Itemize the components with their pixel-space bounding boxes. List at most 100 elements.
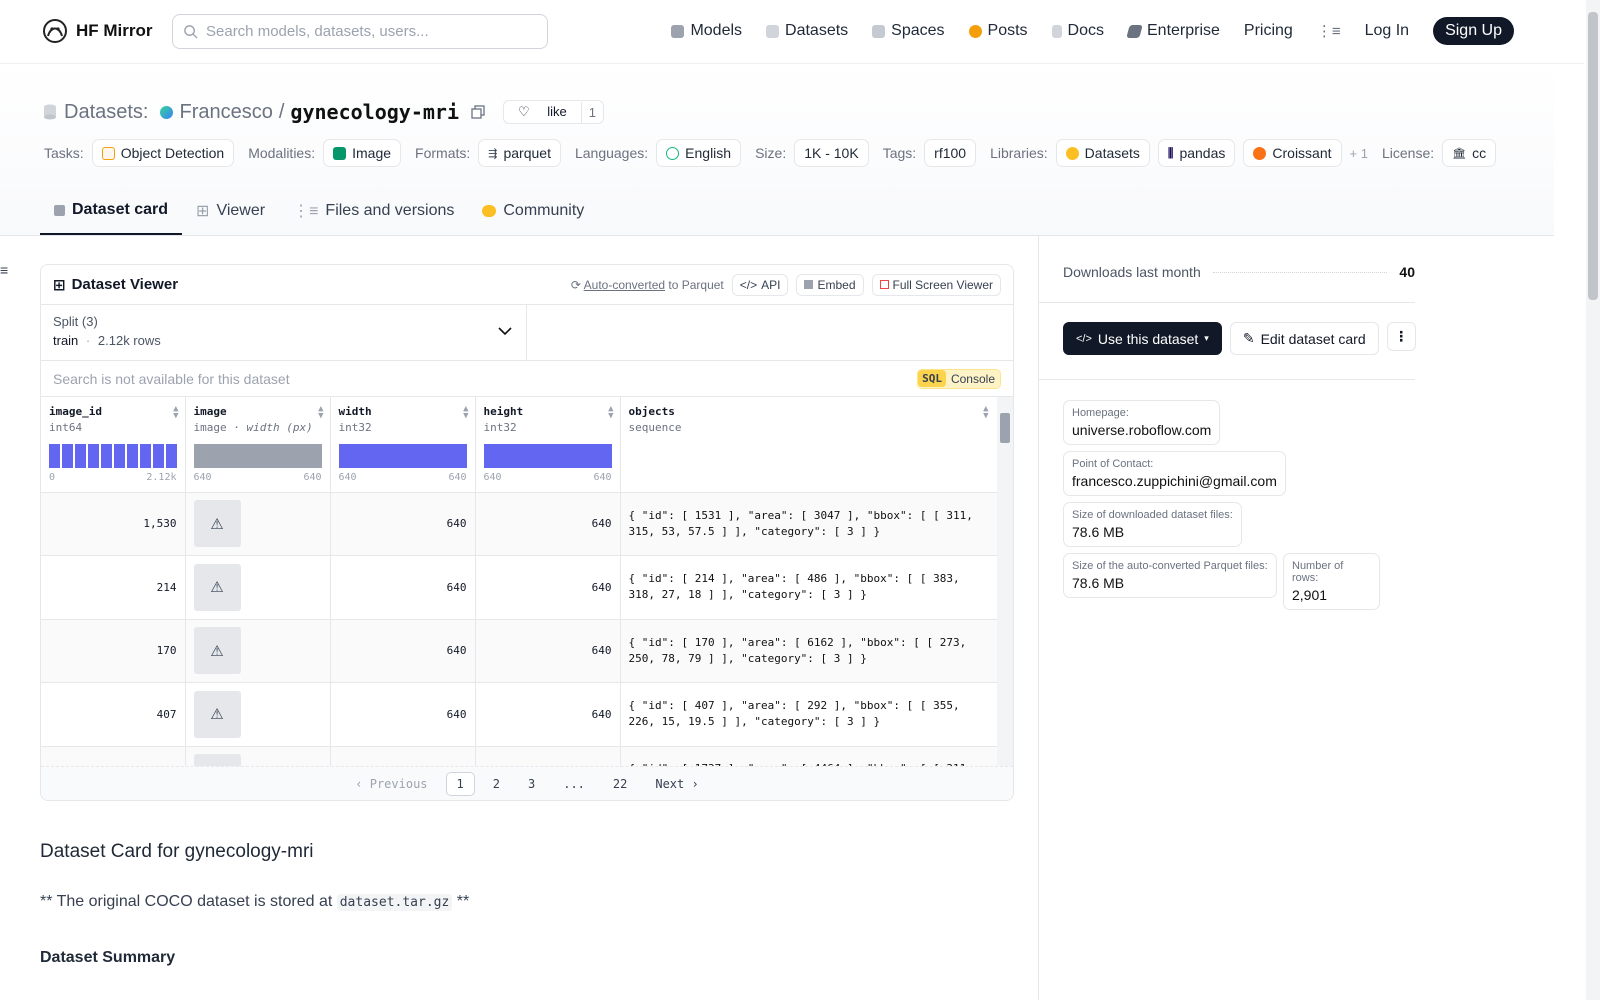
col-image[interactable]: image image · width (px) 640 640 ▲ ▼ bbox=[185, 397, 331, 493]
hist-bar bbox=[87, 444, 99, 468]
cell-image[interactable]: ⚠ bbox=[185, 492, 331, 556]
sql-console-button[interactable]: SQL Console bbox=[917, 368, 1001, 389]
range: 640 640 bbox=[484, 472, 612, 483]
docs-icon bbox=[1051, 24, 1062, 38]
hist-bar bbox=[165, 444, 177, 468]
data-table: image_id int64 0 2.12k ▲ ▼ image image · w… bbox=[41, 397, 1000, 773]
nav-docs[interactable]: Docs bbox=[1051, 22, 1104, 40]
col-type: int32 bbox=[483, 421, 517, 434]
tag-modality[interactable]: Image bbox=[323, 139, 402, 167]
homepage-link[interactable]: universe.roboflow.com bbox=[1072, 422, 1212, 438]
toc-toggle-icon[interactable]: ≡ bbox=[0, 262, 9, 278]
top-navbar: HF Mirror Models Datasets Spaces Posts D… bbox=[0, 0, 1584, 64]
api-button[interactable]: </> API bbox=[731, 273, 789, 296]
sort-icon[interactable]: ▲ ▼ bbox=[173, 404, 179, 421]
tab-dataset-card[interactable]: Dataset card bbox=[40, 187, 183, 235]
more-options-icon[interactable]: ⋮ bbox=[1386, 322, 1416, 351]
cell-objects: { "id": [ 1531 ], "area": [ 3047 ], "bbo… bbox=[620, 492, 1000, 556]
repo-header: Datasets: Francesco / gynecology-mri ♡ l… bbox=[0, 64, 1554, 236]
tag-task[interactable]: Object Detection bbox=[91, 139, 235, 167]
page-2[interactable]: 2 bbox=[492, 776, 500, 791]
page-last[interactable]: 22 bbox=[612, 776, 628, 791]
cell-image[interactable]: ⚠ bbox=[185, 555, 331, 620]
copy-icon[interactable] bbox=[471, 105, 485, 119]
section-label[interactable]: Datasets: bbox=[64, 100, 149, 123]
tag-format[interactable]: ⇶ parquet bbox=[478, 139, 561, 167]
range-min: 640 bbox=[193, 472, 212, 483]
tag-language[interactable]: English bbox=[656, 139, 742, 167]
sort-icon[interactable]: ▲ ▼ bbox=[608, 404, 614, 421]
fullscreen-button[interactable]: Full Screen Viewer bbox=[871, 273, 1001, 296]
tag-lib-croissant[interactable]: Croissant bbox=[1243, 139, 1342, 167]
split-select[interactable]: Split (3) train · 2.12k rows bbox=[41, 305, 527, 360]
tag-lib-datasets[interactable]: Datasets bbox=[1055, 139, 1150, 167]
tab-community[interactable]: Community bbox=[468, 187, 598, 235]
sort-icon[interactable]: ▲ ▼ bbox=[983, 404, 989, 421]
more-libraries[interactable]: + 1 bbox=[1349, 145, 1368, 161]
pencil-icon: ✎ bbox=[1242, 330, 1255, 346]
cell-image[interactable]: ⚠ bbox=[185, 619, 331, 683]
signup-button[interactable]: Sign Up bbox=[1433, 17, 1514, 45]
like-label-wrap: ♡ like bbox=[504, 101, 581, 123]
nav-posts[interactable]: Posts bbox=[968, 22, 1028, 40]
table-scrollbar[interactable] bbox=[997, 397, 1013, 773]
spaces-icon bbox=[872, 24, 886, 38]
col-image-id[interactable]: image_id int64 0 2.12k ▲ ▼ bbox=[41, 397, 186, 493]
search-input[interactable] bbox=[206, 23, 526, 40]
table-row[interactable]: 407 ⚠ 640 640 { "id": [ 407 ], "area": [… bbox=[41, 682, 1000, 747]
nav-docs-label: Docs bbox=[1067, 22, 1104, 39]
next-page[interactable]: Next › bbox=[655, 776, 699, 791]
split-row: Split (3) train · 2.12k rows bbox=[41, 305, 1013, 361]
table-row[interactable]: 1,530 ⚠ 640 640 { "id": [ 1531 ], "area"… bbox=[41, 492, 1000, 556]
sort-icon[interactable]: ▲ ▼ bbox=[463, 404, 469, 421]
table-row[interactable]: 170 ⚠ 640 640 { "id": [ 170 ], "area": [… bbox=[41, 619, 1000, 683]
viewer-header: ⊞ Dataset Viewer ⟳ Auto-converted to Parq… bbox=[41, 265, 1013, 305]
page-scrollbar[interactable] bbox=[1586, 0, 1600, 1000]
hist-bar bbox=[113, 444, 125, 468]
col-width[interactable]: width int32 640 640 ▲ ▼ bbox=[330, 397, 476, 493]
tag-license[interactable]: 🏛 cc bbox=[1442, 139, 1497, 167]
tab-files[interactable]: ⋮≡ Files and versions bbox=[279, 187, 468, 235]
page-scrollbar-thumb[interactable] bbox=[1588, 12, 1598, 300]
page-1[interactable]: 1 bbox=[445, 771, 475, 796]
col-height[interactable]: height int32 640 640 ▲ ▼ bbox=[475, 397, 621, 493]
like-button[interactable]: ♡ like 1 bbox=[503, 100, 605, 124]
split-rows: 2.12k rows bbox=[97, 333, 161, 348]
sort-icon[interactable]: ▲ ▼ bbox=[318, 404, 324, 421]
models-icon bbox=[671, 24, 685, 38]
contact-link[interactable]: francesco.zuppichini@gmail.com bbox=[1072, 473, 1277, 489]
tab-viewer[interactable]: ⊞ Viewer bbox=[182, 187, 279, 235]
login-link[interactable]: Log In bbox=[1364, 22, 1410, 39]
table-scrollbar-thumb[interactable] bbox=[1000, 413, 1010, 443]
embed-button[interactable]: Embed bbox=[796, 273, 864, 296]
tag-lib-pandas[interactable]: ⫼ pandas bbox=[1157, 139, 1236, 167]
global-search[interactable] bbox=[172, 14, 548, 49]
prev-page[interactable]: ‹ Previous bbox=[355, 776, 428, 791]
downloads-label: Downloads last month bbox=[1063, 264, 1201, 280]
col-objects[interactable]: objects sequence ▲ ▼ bbox=[620, 397, 1000, 493]
table-row[interactable]: 214 ⚠ 640 640 { "id": [ 214 ], "area": [… bbox=[41, 555, 1000, 620]
tag-size[interactable]: 1K - 10K bbox=[794, 139, 869, 167]
edit-card-button[interactable]: ✎ Edit dataset card bbox=[1229, 322, 1379, 355]
owner-link[interactable]: Francesco bbox=[179, 100, 273, 123]
range-min: 640 bbox=[483, 472, 502, 483]
parquet-size-label: Size of the auto-converted Parquet files… bbox=[1072, 560, 1268, 572]
nav-datasets[interactable]: Datasets bbox=[766, 22, 848, 40]
nav-pricing[interactable]: Pricing bbox=[1243, 22, 1293, 39]
auto-converted-link[interactable]: Auto-converted bbox=[583, 277, 666, 292]
use-dataset-button[interactable]: </> Use this dataset ▾ bbox=[1063, 322, 1222, 355]
cell-image[interactable]: ⚠ bbox=[185, 682, 331, 747]
table-icon: ⊞ bbox=[196, 203, 210, 220]
modalities-label: Modalities: bbox=[248, 145, 316, 161]
nav-enterprise[interactable]: Enterprise bbox=[1126, 22, 1220, 40]
brand-logo[interactable]: HF Mirror bbox=[42, 18, 153, 44]
like-label: like bbox=[547, 104, 567, 119]
nav-spaces[interactable]: Spaces bbox=[872, 22, 945, 40]
more-menu-icon[interactable]: ⋮≡ bbox=[1316, 23, 1341, 40]
tag-rf100[interactable]: rf100 bbox=[924, 139, 977, 167]
embed-icon bbox=[804, 280, 814, 289]
parquet-size-value: 78.6 MB bbox=[1072, 575, 1125, 591]
nav-models[interactable]: Models bbox=[671, 22, 742, 40]
page-3[interactable]: 3 bbox=[527, 776, 536, 791]
dataset-name[interactable]: gynecology-mri bbox=[290, 100, 459, 124]
